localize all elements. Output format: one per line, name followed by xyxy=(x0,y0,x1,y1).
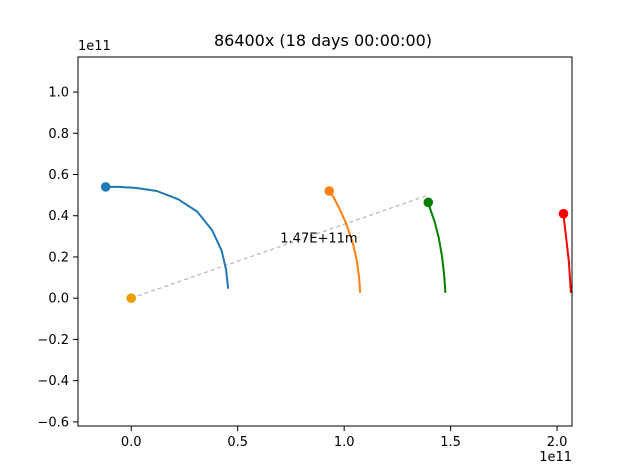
y-tick-label: 0.6 xyxy=(48,168,69,183)
chart-title: 86400x (18 days 00:00:00) xyxy=(214,31,432,50)
body-marker-2 xyxy=(324,186,335,196)
body-marker-3 xyxy=(423,197,434,208)
plot-area: 1.47E+11m xyxy=(100,182,572,303)
y-tick-label: −0.2 xyxy=(37,333,69,348)
y-tick-label: 0.0 xyxy=(48,292,69,307)
x-axis: 0.0 0.5 1.0 1.5 2.0 xyxy=(121,426,568,450)
orbit-trail-3 xyxy=(427,201,447,293)
x-offset-text: 1e11 xyxy=(539,450,572,465)
x-tick-label: 0.5 xyxy=(227,435,248,450)
y-axis: −0.6 −0.4 −0.2 0.0 0.2 0.4 0.6 0.8 1.0 xyxy=(37,86,78,430)
body-marker-5 xyxy=(126,293,137,303)
orbit-trail-1 xyxy=(104,185,230,289)
x-tick-label: 1.0 xyxy=(334,435,355,450)
y-tick-label: 0.4 xyxy=(48,209,69,224)
y-offset-text: 1e11 xyxy=(78,39,111,54)
x-tick-label: 0.0 xyxy=(121,435,142,450)
x-tick-label: 1.5 xyxy=(440,435,461,450)
x-tick-label: 2.0 xyxy=(547,435,568,450)
body-marker-1 xyxy=(100,182,111,192)
distance-line xyxy=(131,194,429,299)
orbit-trail-4 xyxy=(562,212,572,293)
y-tick-label: 1.0 xyxy=(48,86,69,101)
distance-label: 1.47E+11m xyxy=(280,232,357,247)
y-tick-label: 0.8 xyxy=(48,127,69,142)
y-tick-label: −0.4 xyxy=(37,374,69,389)
y-tick-label: 0.2 xyxy=(48,250,69,265)
y-tick-label: −0.6 xyxy=(37,415,69,430)
body-marker-4 xyxy=(558,208,569,219)
axes-frame xyxy=(77,56,573,427)
orbit-trail-2 xyxy=(328,190,362,293)
